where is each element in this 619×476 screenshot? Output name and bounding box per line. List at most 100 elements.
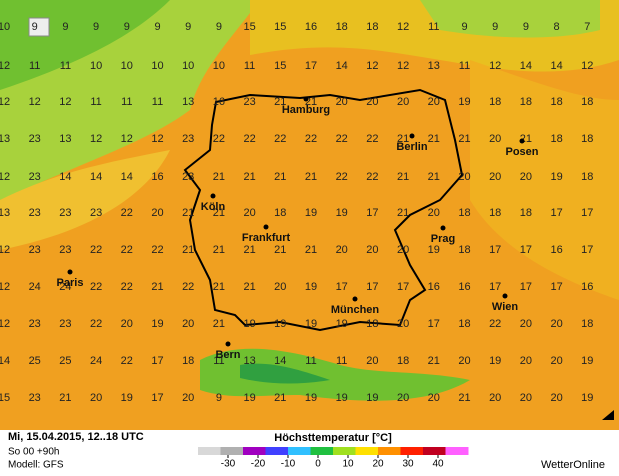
grid-value: 23: [29, 244, 41, 256]
grid-value: 21: [243, 281, 255, 293]
grid-value: 20: [428, 207, 440, 219]
grid-value: 15: [274, 60, 286, 72]
grid-value: 16: [305, 21, 317, 33]
grid-value: 11: [152, 96, 163, 108]
colorbar-label: -30: [221, 459, 236, 470]
grid-value: 12: [0, 244, 10, 256]
grid-value: 21: [213, 318, 225, 330]
date: Mi, 15.04.2015, 12..18 UTC: [8, 431, 144, 443]
city-dot: [263, 224, 269, 230]
city-label: Prag: [431, 233, 455, 245]
grid-value: 17: [336, 281, 348, 293]
grid-value: 25: [29, 355, 41, 367]
grid-value: 17: [428, 318, 440, 330]
grid-value: 23: [29, 171, 41, 183]
grid-value: 10: [182, 60, 194, 72]
colorbar-segment: [423, 447, 446, 455]
grid-value: 12: [0, 171, 10, 183]
grid-value: 17: [305, 60, 317, 72]
grid-value: 21: [458, 392, 470, 404]
grid-value: 20: [520, 171, 532, 183]
grid-value: 10: [151, 60, 163, 72]
colorbar-label: 20: [372, 459, 384, 470]
grid-value: 19: [366, 392, 378, 404]
grid-value: 21: [428, 355, 440, 367]
grid-value: 21: [59, 392, 71, 404]
grid-value: 19: [458, 96, 470, 108]
grid-value: 20: [550, 355, 562, 367]
grid-value: 20: [489, 171, 501, 183]
city-dot: [67, 269, 73, 275]
grid-value: 16: [213, 96, 225, 108]
grid-value: 8: [554, 21, 560, 33]
grid-value: 12: [59, 96, 71, 108]
grid-value: 9: [154, 21, 160, 33]
grid-value: 20: [336, 96, 348, 108]
grid-value: 12: [0, 60, 10, 72]
grid-value: 12: [0, 96, 10, 108]
city-label: Wien: [492, 301, 518, 313]
grid-value: 9: [93, 21, 99, 33]
grid-value: 21: [274, 392, 286, 404]
city-dot: [409, 133, 415, 139]
grid-value: 11: [121, 96, 132, 108]
grid-value: 24: [29, 281, 41, 293]
grid-value: 19: [428, 244, 440, 256]
city-dot: [210, 193, 216, 199]
legend-title: Höchsttemperatur [°C]: [274, 432, 392, 444]
grid-value: 18: [550, 96, 562, 108]
grid-value: 16: [581, 281, 593, 293]
grid-value: 18: [182, 355, 194, 367]
grid-value: 23: [243, 96, 255, 108]
icon[interactable]: [28, 17, 50, 37]
grid-value: 14: [274, 355, 286, 367]
grid-value: 9: [523, 21, 529, 33]
grid-value: 22: [151, 244, 163, 256]
grid-value: 19: [305, 207, 317, 219]
grid-value: 20: [520, 392, 532, 404]
brand: WetterOnline: [541, 459, 605, 471]
colorbar-label: 30: [402, 459, 414, 470]
grid-value: 13: [59, 133, 71, 145]
grid-value: 20: [274, 281, 286, 293]
germany-border: [183, 88, 464, 332]
grid-value: 14: [121, 171, 133, 183]
grid-value: 19: [489, 355, 501, 367]
grid-value: 23: [29, 133, 41, 145]
grid-value: 22: [336, 133, 348, 145]
grid-value: 22: [243, 133, 255, 145]
alps-green: [240, 363, 330, 384]
grid-value: 21: [213, 171, 225, 183]
city-label: Hamburg: [282, 104, 330, 116]
grid-value: 20: [458, 355, 470, 367]
colorbar-segment: [378, 447, 401, 455]
grid-value: 18: [336, 21, 348, 33]
grid-value: 18: [274, 207, 286, 219]
grid-value: 19: [581, 355, 593, 367]
grid-value: 14: [90, 171, 102, 183]
grid-value: 17: [550, 281, 562, 293]
grid-value: 21: [213, 244, 225, 256]
grid-value: 21: [274, 244, 286, 256]
model: Modell: GFS: [8, 460, 64, 471]
grid-value: 21: [397, 133, 409, 145]
grid-value: 10: [90, 60, 102, 72]
grid-value: 18: [397, 355, 409, 367]
grid-value: 21: [428, 171, 440, 183]
colorbar-segment: [333, 447, 356, 455]
grid-value: 21: [151, 281, 163, 293]
colorbar-label: -10: [281, 459, 296, 470]
yellow-area: [0, 150, 170, 250]
grid-value: 23: [182, 171, 194, 183]
grid-value: 17: [581, 207, 593, 219]
grid-value: 9: [216, 392, 222, 404]
grid-value: 20: [428, 96, 440, 108]
grid-value: 18: [458, 318, 470, 330]
grid-value: 14: [336, 60, 348, 72]
grid-value: 18: [489, 207, 501, 219]
grid-value: 11: [213, 355, 224, 367]
grid-value: 22: [121, 244, 133, 256]
city-label: Berlin: [396, 141, 427, 153]
grid-value: 19: [336, 318, 348, 330]
grid-value: 20: [182, 318, 194, 330]
